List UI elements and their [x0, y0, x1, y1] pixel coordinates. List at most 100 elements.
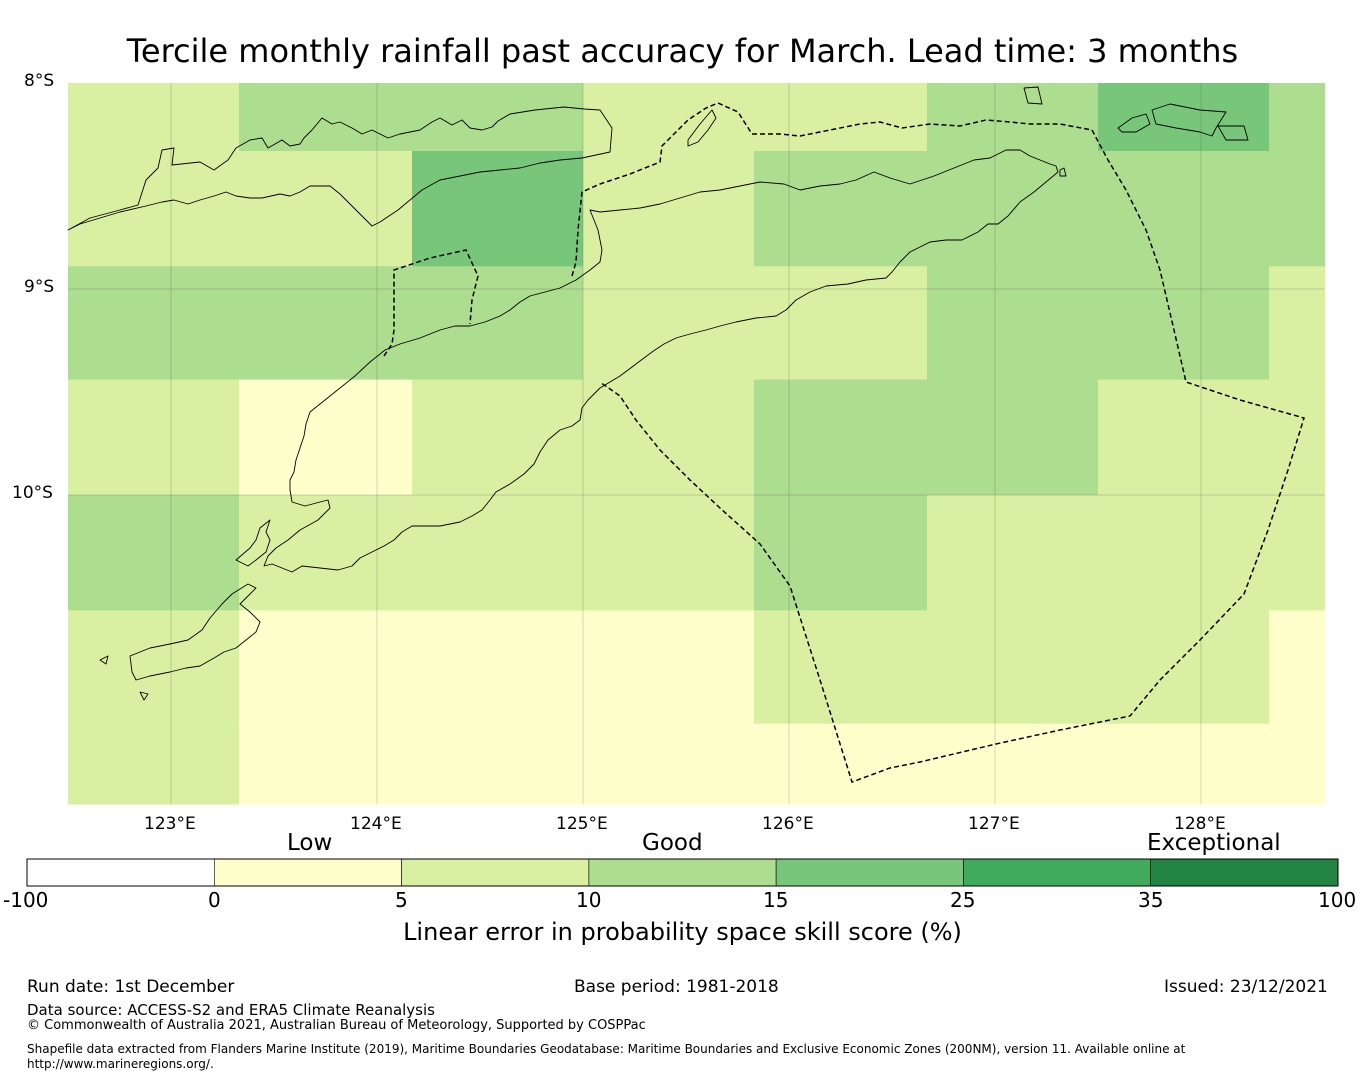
colorbar-xlabel: Linear error in probability space skill …: [403, 918, 962, 946]
grid-cell-r3-c1: [239, 379, 413, 496]
small-island-5: [1059, 167, 1067, 177]
grid-cell-r3-c4: [754, 379, 928, 496]
grid-cell-r5-c2: [412, 610, 584, 725]
grid-cell-r6-c4: [754, 723, 928, 805]
colorbar: [26, 858, 1339, 887]
grid-cell-r3-c7: [1269, 379, 1326, 496]
grid-cell-r5-c7: [1269, 610, 1326, 725]
grid-cell-r2-c5: [927, 266, 1099, 381]
grid-cell-r0-c0: [68, 83, 240, 152]
grid-cell-r3-c2: [412, 379, 584, 496]
grid-cell-r5-c0: [68, 610, 240, 725]
run-date: Run date: 1st December: [27, 977, 235, 997]
cb-tick-100: 100: [1318, 888, 1357, 912]
grid-cell-r0-c3: [583, 83, 755, 152]
grid-cell-r6-c1: [239, 723, 413, 805]
colorbar-bin-5: [963, 858, 1152, 887]
graticule: [68, 83, 1325, 804]
small-island-2: [1117, 113, 1151, 133]
cb-tick-0: 0: [208, 888, 221, 912]
colorbar-bin-4: [775, 858, 964, 887]
grid-cell-r4-c4: [754, 495, 928, 611]
grid-cell-r0-c2: [412, 83, 584, 152]
chart-title: Tercile monthly rainfall past accuracy f…: [126, 32, 1239, 70]
grid-cell-r4-c3: [583, 495, 755, 611]
grid-cell-r2-c2: [412, 266, 584, 381]
timor-coastline: [67, 106, 613, 231]
grid-cell-r1-c4: [754, 151, 928, 267]
grid-cell-r4-c0: [68, 495, 240, 611]
grid-cell-r5-c4: [754, 610, 928, 725]
grid-cell-r6-c7: [1269, 723, 1326, 805]
grid-cell-r1-c1: [239, 151, 413, 267]
grid-cell-r3-c6: [1098, 379, 1270, 496]
sawu-coastline: [99, 583, 261, 701]
cb-tick-10: 10: [576, 888, 602, 912]
small-island-1: [1023, 86, 1043, 105]
grid-cell-r0-c5: [927, 83, 1099, 152]
rote-coastline: [235, 519, 271, 567]
atauro-coastline: [687, 109, 717, 147]
cb-tick-15: 15: [763, 888, 789, 912]
grid-cell-r6-c2: [412, 723, 584, 805]
grid-cell-r1-c5: [927, 151, 1099, 267]
cb-tick-25: 25: [950, 888, 976, 912]
grid-cell-r3-c5: [927, 379, 1099, 496]
grid-cell-r5-c6: [1098, 610, 1270, 725]
lon-label-124e: 124°E: [350, 814, 402, 834]
grid-cell-r1-c6: [1098, 151, 1270, 267]
lat-label-9s: 9°S: [24, 277, 55, 297]
shapefile-credit: Shapefile data extracted from Flanders M…: [27, 1042, 1186, 1071]
grid-cell-r2-c4: [754, 266, 928, 381]
small-island-3: [1151, 103, 1227, 137]
grid-cell-r4-c2: [412, 495, 584, 611]
lat-label-10s: 10°S: [12, 483, 53, 503]
grid-cell-r0-c1: [239, 83, 413, 152]
grid-cell-r2-c6: [1098, 266, 1270, 381]
grid-cell-r4-c5: [927, 495, 1099, 611]
alor-coastline: [263, 149, 1059, 573]
grid-cell-r6-c5: [927, 723, 1099, 805]
skill-grid: [68, 83, 1326, 805]
lon-label-125e: 125°E: [556, 814, 608, 834]
lat-label-8s: 8°S: [24, 71, 55, 91]
grid-cell-r2-c0: [68, 266, 240, 381]
grid-cell-r3-c3: [583, 379, 755, 496]
grid-cell-r5-c5: [927, 610, 1099, 725]
grid-cell-r5-c1: [239, 610, 413, 725]
colorbar-bin-3: [588, 858, 777, 887]
colorbar-bin-1: [214, 858, 402, 887]
cb-tick-5: 5: [395, 888, 408, 912]
grid-cell-r5-c3: [583, 610, 755, 725]
grid-cell-r6-c0: [68, 723, 240, 805]
copyright: © Commonwealth of Australia 2021, Austra…: [27, 1018, 646, 1033]
grid-cell-r6-c3: [583, 723, 755, 805]
grid-cell-r1-c7: [1269, 151, 1326, 267]
grid-cell-r4-c1: [239, 495, 413, 611]
grid-cell-r2-c7: [1269, 266, 1326, 381]
lon-label-127e: 127°E: [968, 814, 1020, 834]
colorbar-outline: [26, 858, 1339, 887]
grid-cell-r4-c6: [1098, 495, 1270, 611]
lon-label-123e: 123°E: [144, 814, 196, 834]
category-low: Low: [287, 830, 333, 856]
grid-cell-r1-c2: [412, 151, 584, 267]
colorbar-bin-2: [401, 858, 590, 887]
grid-cell-r0-c4: [754, 83, 928, 152]
coastlines: [67, 86, 1249, 701]
lon-label-126e: 126°E: [762, 814, 814, 834]
colorbar-bin-0: [26, 858, 215, 887]
grid-cell-r6-c6: [1098, 723, 1270, 805]
colorbar-bin-6: [1150, 858, 1339, 887]
base-period: Base period: 1981-2018: [574, 977, 779, 997]
grid-cell-r2-c1: [239, 266, 413, 381]
grid-cell-r2-c3: [583, 266, 755, 381]
category-good: Good: [642, 830, 703, 856]
grid-cell-r4-c7: [1269, 495, 1326, 611]
cb-tick-35: 35: [1138, 888, 1164, 912]
issued-date: Issued: 23/12/2021: [1164, 977, 1328, 997]
eez-boundary-line: [383, 102, 1305, 783]
small-island-4: [1217, 125, 1249, 141]
grid-cell-r0-c7: [1269, 83, 1326, 152]
